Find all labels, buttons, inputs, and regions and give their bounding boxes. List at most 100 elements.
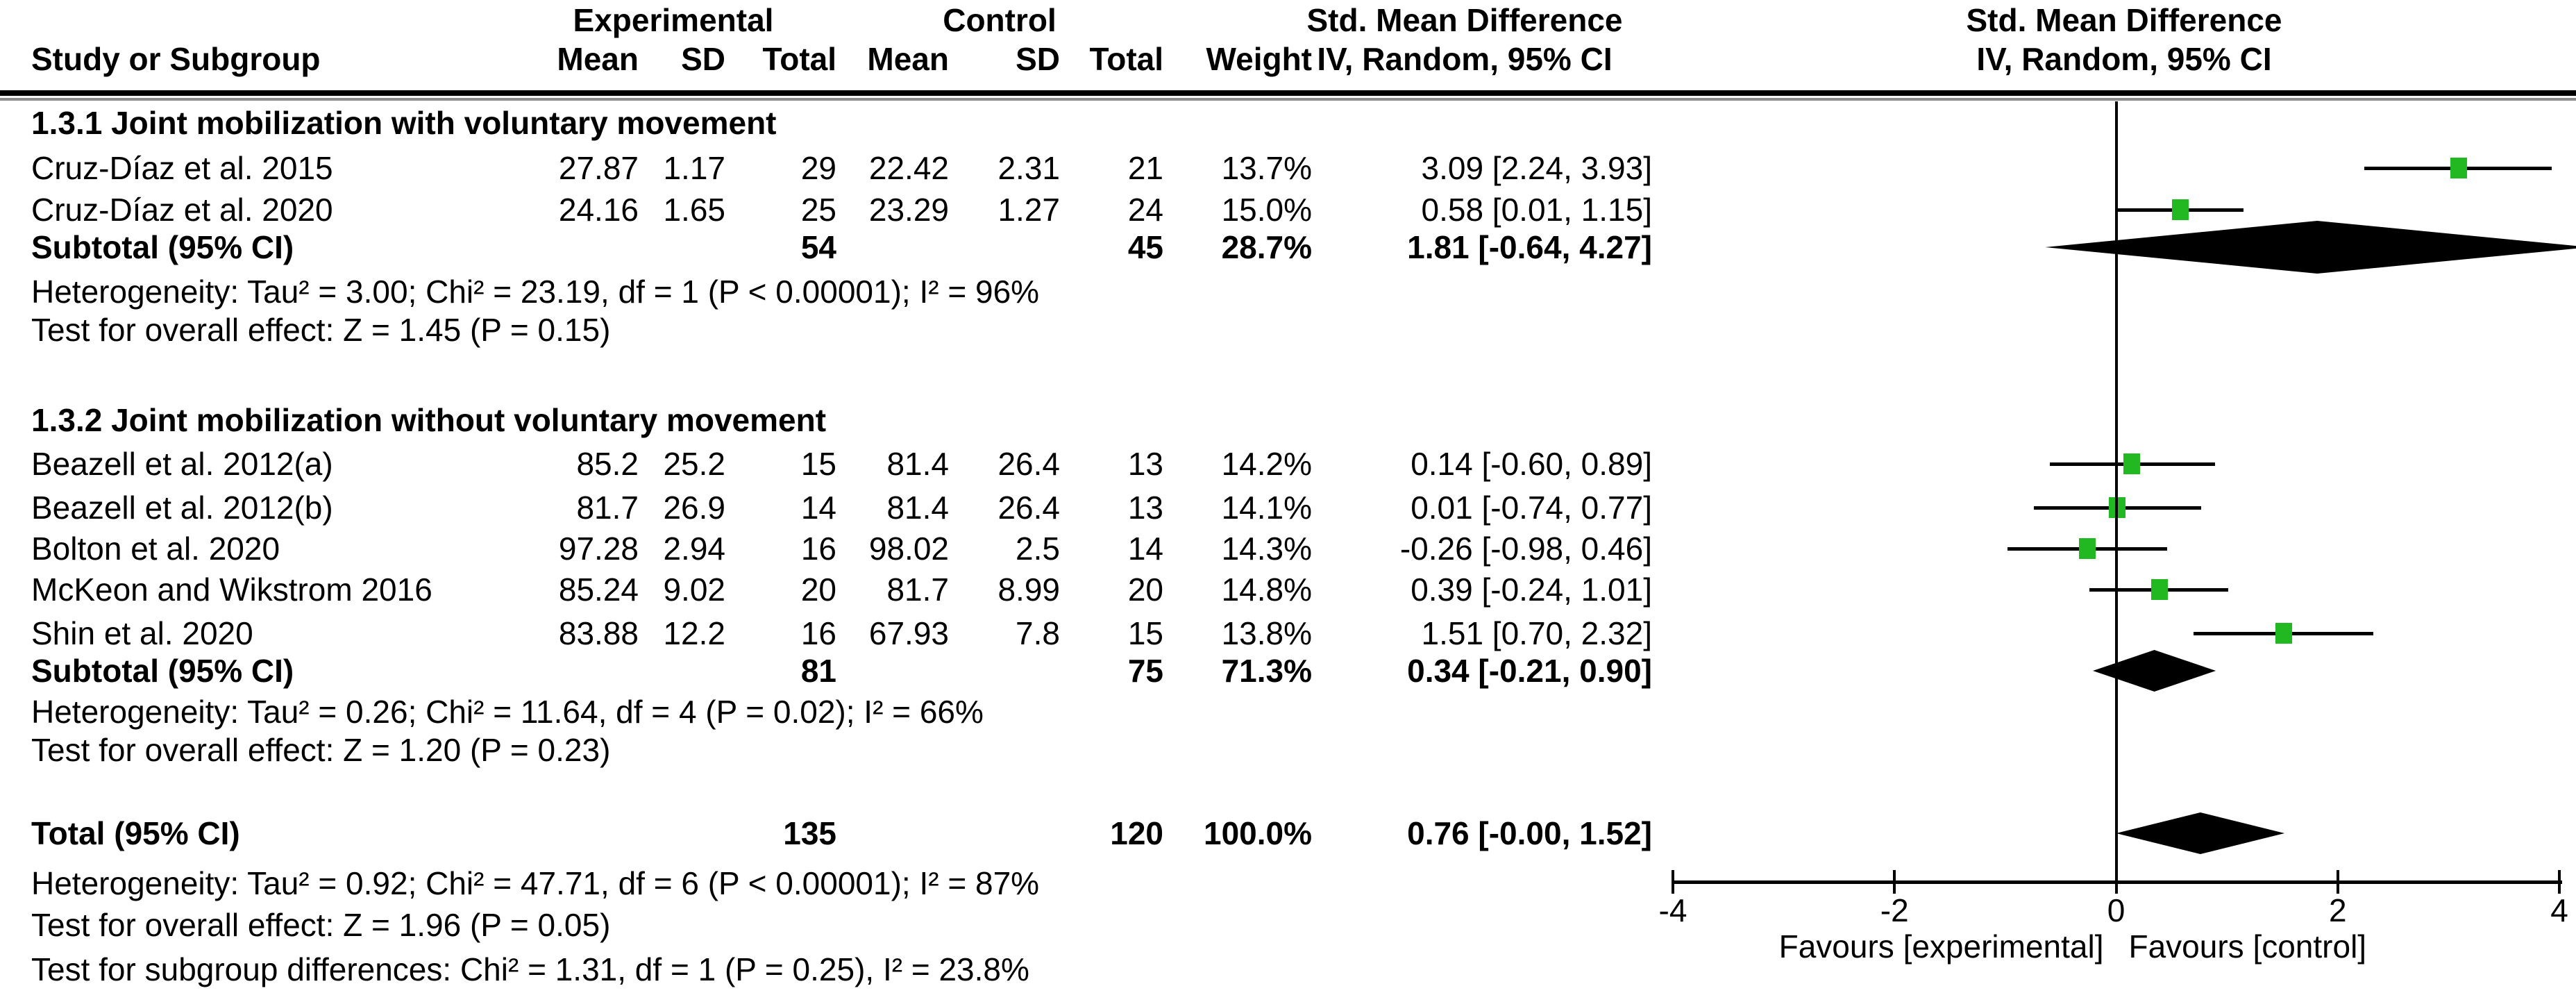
weight-value: 14.2% [1221,446,1312,482]
exp-total-header: Total [762,41,836,77]
ci-text: 1.51 [0.70, 2.32] [1421,615,1653,651]
exp-total: 14 [800,490,836,526]
weight-value: 71.3% [1221,653,1312,689]
exp-mean-header: Mean [557,41,639,77]
point-estimate-square [2078,538,2096,559]
axis-tick [2114,870,2118,894]
ctl-sd: 7.8 [1016,615,1060,651]
table-row: Beazell et al. 2012(a) 85.2 25.2 15 81.4… [0,445,2576,483]
exp-sd: 25.2 [663,446,725,482]
study-name: Shin et al. 2020 [31,615,253,651]
ctl-total: 13 [1127,446,1163,482]
exp-mean: 85.2 [576,446,639,482]
header-separator-shadow [0,98,2576,101]
exp-mean: 81.7 [576,490,639,526]
table-row: Shin et al. 2020 83.88 12.2 16 67.93 7.8… [0,615,2576,652]
exp-total: 20 [800,571,836,608]
axis-tick [1672,870,1674,894]
ctl-mean: 81.4 [886,490,949,526]
heterogeneity-text: Heterogeneity: Tau² = 0.92; Chi² = 47.71… [31,865,1040,901]
ctl-total: 24 [1127,192,1163,228]
ci-method-header-right: IV, Random, 95% CI [1976,41,2272,77]
ctl-total: 21 [1127,150,1163,186]
ctl-mean: 23.29 [868,192,949,228]
ctl-mean: 22.42 [868,150,949,186]
ci-text: 0.01 [-0.74, 0.77] [1411,490,1652,526]
overall-effect-row: Test for overall effect: Z = 1.96 (P = 0… [0,906,2576,944]
ctl-sd: 2.31 [997,150,1060,186]
overall-effect-text: Test for overall effect: Z = 1.20 (P = 0… [31,732,611,768]
axis-tick [2558,870,2561,894]
exp-total: 29 [800,150,836,186]
ctl-total: 20 [1127,571,1163,608]
plot-area: Favours [experimental] Favours [control]… [1659,99,2576,1002]
study-column-header: Study or Subgroup [31,41,321,77]
point-estimate-square [2450,158,2467,178]
axis-tick [2336,870,2339,894]
ctl-mean: 98.02 [868,531,949,567]
ci-text: 0.58 [0.01, 1.15] [1421,192,1653,228]
pooled-effect-diamond [2092,650,2216,692]
table-row: Cruz-Díaz et al. 2015 27.87 1.17 29 22.4… [0,149,2576,187]
ctl-sd: 8.99 [997,571,1060,608]
subgroup-title: 1.3.2 Joint mobilization without volunta… [31,402,827,438]
overall-effect-text: Test for overall effect: Z = 1.45 (P = 0… [31,312,611,348]
axis-tick [1893,870,1896,894]
point-estimate-square [2172,199,2189,220]
overall-effect-row: Test for overall effect: Z = 1.45 (P = 0… [0,311,2576,349]
exp-total: 16 [800,531,836,567]
weight-value: 14.3% [1221,531,1312,567]
heterogeneity-text: Heterogeneity: Tau² = 3.00; Chi² = 23.19… [31,274,1040,310]
axis-tick-label: 0 [2107,892,2125,928]
table-row: Cruz-Díaz et al. 2020 24.16 1.65 25 23.2… [0,191,2576,228]
zero-line [2114,101,2118,882]
exp-sd: 12.2 [663,615,725,651]
subtotal-label: Subtotal (95% CI) [31,229,294,265]
point-estimate-square [2275,623,2292,644]
heterogeneity-row: Heterogeneity: Tau² = 3.00; Chi² = 23.19… [0,273,2576,310]
overall-effect-text: Test for overall effect: Z = 1.96 (P = 0… [31,907,611,943]
weight-value: 14.8% [1221,571,1312,608]
axis-tick-label: 2 [2328,892,2347,928]
ctl-total: 13 [1127,490,1163,526]
subgroup-1-title-row: 1.3.1 Joint mobilization with voluntary … [0,104,2576,142]
total-row: Total (95% CI) 135 120 100.0% 0.76 [-0.0… [0,815,2576,852]
ctl-total: 15 [1127,615,1163,651]
exp-sd: 1.17 [663,150,725,186]
exp-total: 15 [800,446,836,482]
study-name: Cruz-Díaz et al. 2020 [31,192,333,228]
exp-sd: 2.94 [663,531,725,567]
weight-header: Weight [1206,41,1312,77]
weight-value: 13.8% [1221,615,1312,651]
exp-mean: 85.24 [558,571,639,608]
point-estimate-square [2150,579,2168,600]
study-name: Beazell et al. 2012(b) [31,490,333,526]
axis-tick-label: 4 [2550,892,2568,928]
study-name: Cruz-Díaz et al. 2015 [31,150,333,186]
ctl-sd: 26.4 [997,446,1060,482]
exp-sd: 26.9 [663,490,725,526]
exp-total: 25 [800,192,836,228]
smd-header-right: Std. Mean Difference [1966,2,2282,38]
ci-text: 0.14 [-0.60, 0.89] [1411,446,1652,482]
ctl-total: 75 [1127,653,1163,689]
weight-value: 13.7% [1221,150,1312,186]
subgroup-title: 1.3.1 Joint mobilization with voluntary … [31,105,777,141]
subtotal-label: Subtotal (95% CI) [31,653,294,689]
exp-total: 54 [800,229,836,265]
ctl-mean-header: Mean [867,41,949,77]
ctl-total-header: Total [1089,41,1163,77]
ctl-sd-header: SD [1016,41,1060,77]
point-estimate-square [2123,453,2140,474]
weight-value: 15.0% [1221,192,1312,228]
weight-value: 28.7% [1221,229,1312,265]
header-group-row: Experimental Control Std. Mean Differenc… [0,1,2576,39]
study-name: McKeon and Wikstrom 2016 [31,571,432,608]
exp-mean: 83.88 [558,615,639,651]
heterogeneity-row: Heterogeneity: Tau² = 0.26; Chi² = 11.64… [0,693,2576,730]
ctl-sd: 1.27 [997,192,1060,228]
ctl-mean: 81.7 [886,571,949,608]
ctl-total: 120 [1110,815,1163,851]
ci-text: 0.34 [-0.21, 0.90] [1407,653,1652,689]
